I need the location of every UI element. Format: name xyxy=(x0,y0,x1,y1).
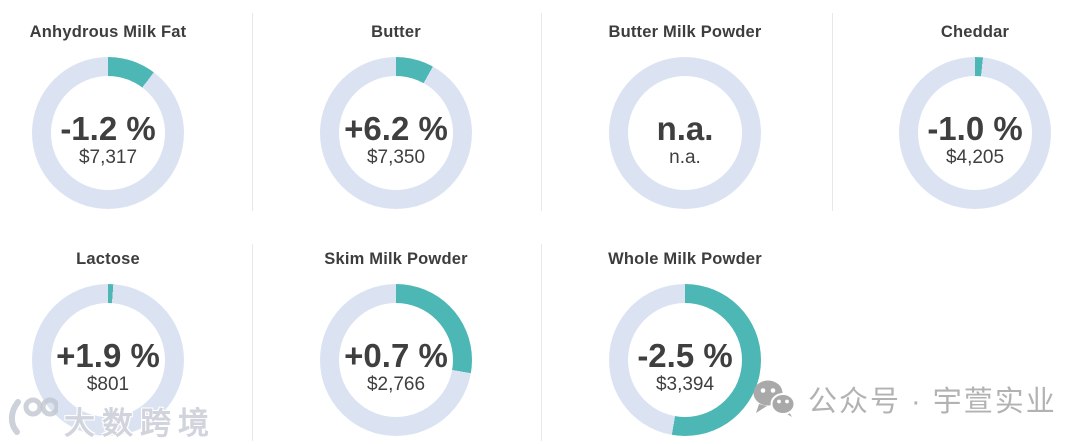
donut-chart: -1.0 % $4,205 xyxy=(899,57,1051,209)
product-name: Cheddar xyxy=(940,23,1010,41)
donut-chart: n.a. n.a. xyxy=(609,57,761,209)
price-value: n.a. xyxy=(669,147,701,168)
donut-chart: -1.2 % $7,317 xyxy=(32,57,184,209)
donut-hole xyxy=(339,76,453,190)
price-value: $801 xyxy=(86,374,130,395)
product-name: Butter xyxy=(371,23,421,41)
grid-divider xyxy=(252,244,253,441)
product-name: Anhydrous Milk Fat xyxy=(29,23,187,41)
donut-chart: +1.9 % $801 xyxy=(32,284,184,436)
donut-hole xyxy=(51,303,165,417)
product-name: Skim Milk Powder xyxy=(324,250,468,268)
price-change: -1.2 % xyxy=(60,110,156,147)
donut-hole xyxy=(51,76,165,190)
donut-hole xyxy=(339,303,453,417)
product-card-lactose: Lactose +1.9 % $801 xyxy=(0,227,228,436)
price-change: -2.5 % xyxy=(637,337,733,374)
product-name: Whole Milk Powder xyxy=(608,250,762,268)
grid-divider xyxy=(832,13,833,211)
donut-chart: +0.7 % $2,766 xyxy=(320,284,472,436)
price-value: $4,205 xyxy=(945,147,1005,168)
donut-hole xyxy=(918,76,1032,190)
price-change: +6.2 % xyxy=(344,110,448,147)
product-card-anhydrous-milk-fat: Anhydrous Milk Fat -1.2 % $7,317 xyxy=(0,0,228,209)
price-value: $7,350 xyxy=(366,147,426,168)
grid-divider xyxy=(541,13,542,211)
price-change: n.a. xyxy=(656,110,714,147)
donut-hole xyxy=(628,303,742,417)
donut-chart: -2.5 % $3,394 xyxy=(609,284,761,436)
price-change: -1.0 % xyxy=(927,110,1023,147)
product-card-butter: Butter +6.2 % $7,350 xyxy=(276,0,516,209)
price-change: +0.7 % xyxy=(344,337,448,374)
grid-divider xyxy=(252,13,253,211)
price-value: $3,394 xyxy=(655,374,715,395)
product-name: Lactose xyxy=(76,250,140,268)
product-card-skim-milk-powder: Skim Milk Powder +0.7 % $2,766 xyxy=(276,227,516,436)
watermark-right-label: 公众号 · 宇萱实业 xyxy=(808,385,1057,418)
price-value: $7,317 xyxy=(78,147,138,168)
grid-divider xyxy=(541,244,542,441)
price-value: $2,766 xyxy=(366,374,426,395)
donut-hole xyxy=(628,76,742,190)
product-card-butter-milk-powder: Butter Milk Powder n.a. n.a. xyxy=(565,0,805,209)
product-name: Butter Milk Powder xyxy=(608,23,762,41)
donut-chart: +6.2 % $7,350 xyxy=(320,57,472,209)
price-change: +1.9 % xyxy=(56,337,160,374)
product-card-cheddar: Cheddar -1.0 % $4,205 xyxy=(855,0,1080,209)
product-card-whole-milk-powder: Whole Milk Powder -2.5 % $3,394 xyxy=(565,227,805,436)
